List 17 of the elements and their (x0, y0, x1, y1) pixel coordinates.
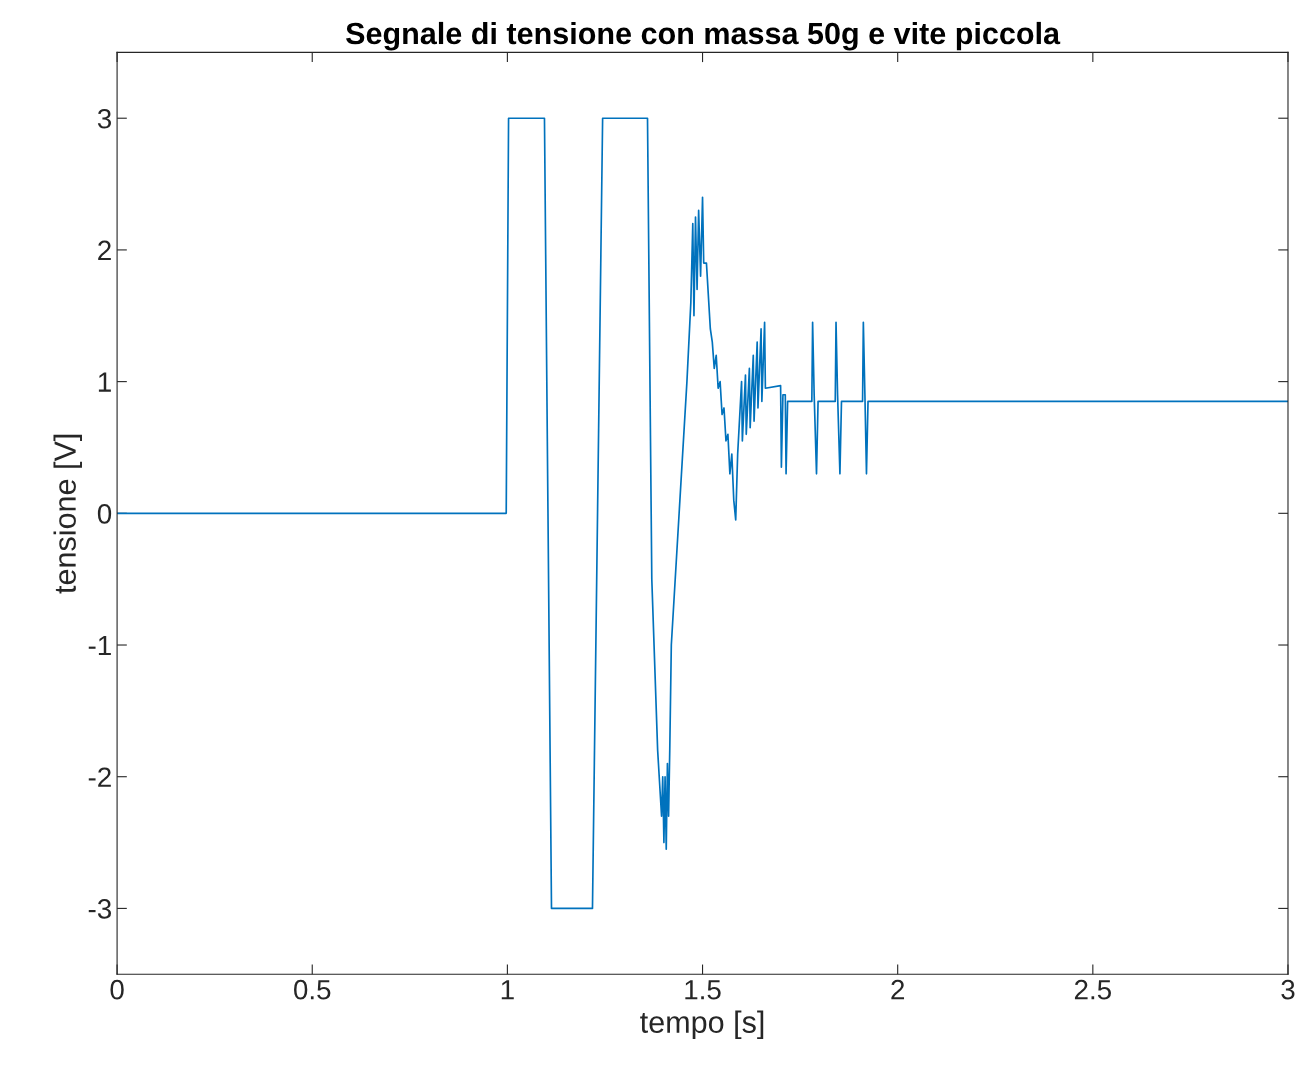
y-axis-title: tensione [V] (53, 434, 82, 594)
x-tick-label: 3 (1281, 979, 1295, 1000)
x-tick-label: 1.5 (685, 980, 721, 1000)
x-tick-label: 0.5 (294, 979, 331, 1000)
chart-title: Segnale di tensione con massa 50g e vite piccola (345, 21, 1061, 51)
y-tick-label: -3 (88, 899, 112, 919)
y-tick-label: 1 (98, 372, 111, 392)
line-series (117, 117, 1288, 910)
y-tick-label: 0 (97, 503, 112, 524)
x-tick-label: 2.5 (1074, 979, 1111, 1000)
x-tick-label: 2 (891, 979, 905, 1000)
y-tick-label: 2 (98, 240, 111, 260)
y-tick-label: -2 (88, 767, 111, 787)
x-tick-label: 1 (501, 980, 514, 1000)
y-tick-label: 3 (97, 108, 112, 129)
y-tick-label: -1 (88, 635, 111, 656)
x-axis-title: tempo [s] (640, 1010, 764, 1040)
